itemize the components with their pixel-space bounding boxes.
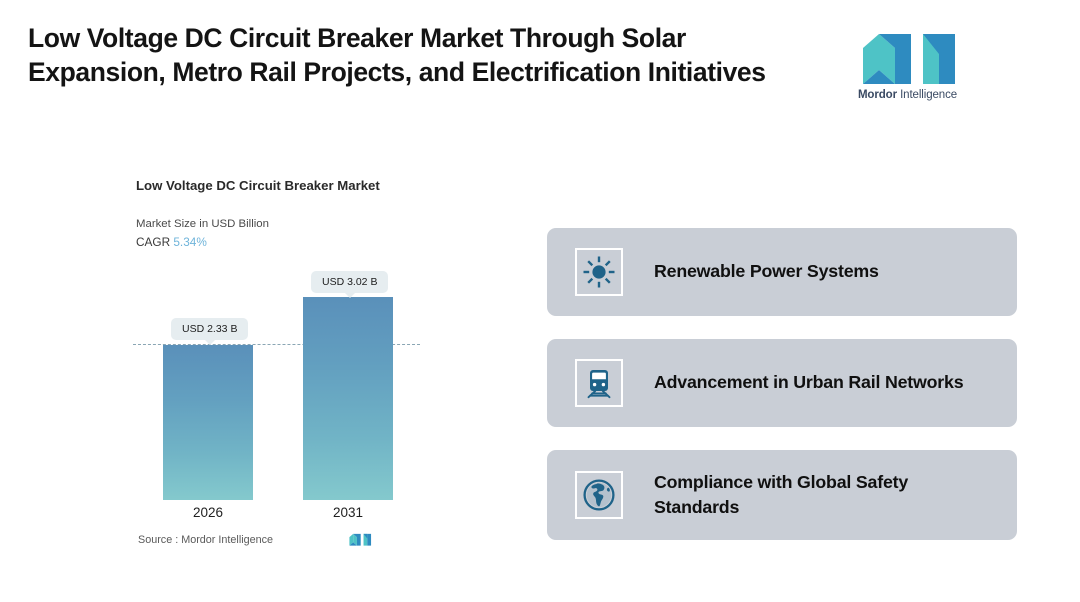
chart-subtitle: Market Size in USD Billion: [136, 218, 269, 230]
mordor-logo-mark-icon: [862, 34, 955, 84]
chart-title: Low Voltage DC Circuit Breaker Market: [136, 178, 380, 193]
bar-value-label-2031: USD 3.02 B: [311, 271, 389, 298]
mordor-logo-small-icon: [349, 533, 372, 546]
driver-card-label: Advancement in Urban Rail Networks: [654, 372, 964, 393]
brand-logo: Mordor Intelligence: [845, 32, 970, 101]
train-icon: [575, 359, 623, 407]
driver-card-label: Compliance with Global Safety Standards: [654, 471, 909, 517]
chart-panel: Low Voltage DC Circuit Breaker Market Ma…: [0, 0, 470, 602]
driver-card-global-safety-standards[interactable]: Compliance with Global Safety Standards: [547, 450, 1017, 540]
brand-word-mordor: Mordor: [857, 89, 897, 101]
brand-logo-wordmark: Mordor Intelligence: [845, 89, 970, 101]
chart-source-text: Source : Mordor Intelligence: [138, 533, 274, 546]
page-title: Low Voltage DC Circuit Breaker Market Th…: [28, 23, 766, 87]
x-axis-tick-2031: 2031: [332, 505, 364, 520]
chart-cagr: CAGR 5.34%: [136, 235, 207, 249]
reference-dashed-line: [133, 344, 420, 345]
driver-card-urban-rail-networks[interactable]: Advancement in Urban Rail Networks: [547, 339, 1017, 427]
driver-cards-list: Renewable Power Systems Advanceme: [547, 228, 1017, 563]
chart-source: Source : Mordor Intelligence: [138, 533, 372, 546]
x-axis-tick-2026: 2026: [192, 505, 224, 520]
bar-2026: [163, 345, 253, 500]
cagr-value: 5.34%: [173, 235, 207, 249]
brand-word-intelligence: Intelligence: [900, 89, 958, 101]
driver-card-label: Renewable Power Systems: [654, 261, 879, 282]
bar-value-label-2026: USD 2.33 B: [171, 318, 249, 345]
bar-2031: [303, 297, 393, 500]
globe-icon: [575, 471, 623, 519]
driver-card-renewable-power-systems[interactable]: Renewable Power Systems: [547, 228, 1017, 316]
bar-chart-plot: USD 2.33 B USD 3.02 B 2026 2031: [0, 0, 470, 602]
sun-icon: [575, 248, 623, 296]
cagr-label: CAGR: [136, 235, 171, 249]
